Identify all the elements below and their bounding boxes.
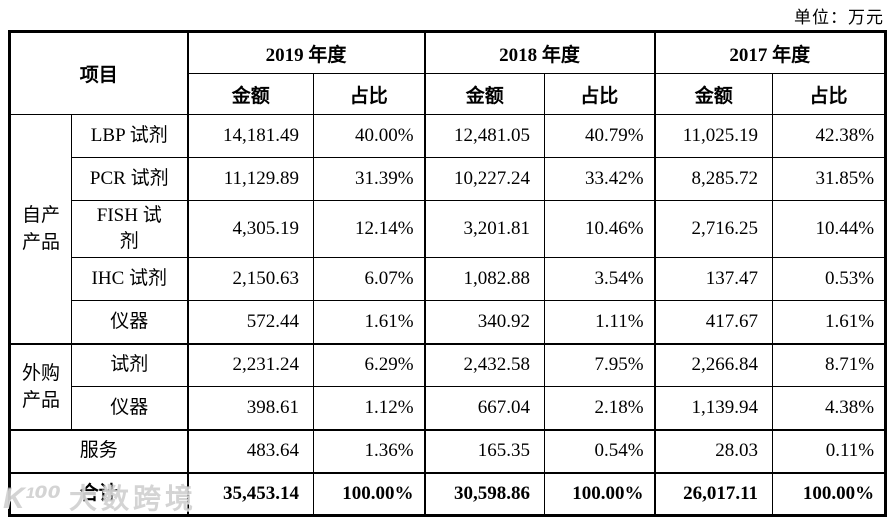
ratio-cell: 1.12% — [313, 386, 426, 430]
amount-cell: 3,201.81 — [423, 200, 546, 258]
header-amount-2019: 金额 — [186, 73, 315, 115]
header-ratio-2018: 占比 — [544, 73, 656, 115]
item-label: LBP 试剂 — [70, 114, 189, 158]
header-row-measures: 金额 占比 金额 占比 金额 占比 — [10, 73, 887, 115]
amount-cell: 667.04 — [423, 386, 546, 430]
amount-cell: 137.47 — [653, 257, 774, 301]
item-label-services: 服务 — [8, 428, 189, 473]
ratio-cell: 42.38% — [772, 114, 887, 158]
item-label: PCR 试剂 — [70, 157, 189, 201]
ratio-cell: 8.71% — [772, 342, 887, 387]
ratio-cell: 6.07% — [313, 257, 426, 301]
amount-cell: 8,285.72 — [653, 157, 774, 201]
amount-cell: 1,082.88 — [423, 257, 546, 301]
ratio-cell: 10.46% — [544, 200, 656, 258]
amount-cell: 11,025.19 — [653, 114, 774, 158]
amount-cell: 26,017.11 — [653, 471, 774, 516]
header-year-2017: 2017 年度 — [653, 31, 887, 74]
amount-cell: 11,129.89 — [186, 157, 315, 201]
ratio-cell: 31.39% — [313, 157, 426, 201]
table-row-total: 合计 35,453.14 100.00% 30,598.86 100.00% 2… — [8, 471, 887, 516]
amount-cell: 4,305.19 — [186, 200, 315, 258]
total-label: 合计 — [8, 471, 189, 516]
ratio-cell: 0.54% — [544, 428, 656, 473]
table-row: IHC 试剂 2,150.63 6.07% 1,082.88 3.54% 137… — [10, 257, 887, 301]
header-project: 项目 — [8, 31, 189, 115]
ratio-cell: 40.79% — [544, 114, 656, 158]
amount-cell: 572.44 — [186, 300, 315, 344]
item-label: 试剂 — [70, 342, 189, 387]
unit-label: 单位：万元 — [794, 8, 884, 27]
ratio-cell: 1.36% — [313, 428, 426, 473]
amount-cell: 2,716.25 — [653, 200, 774, 258]
amount-cell: 2,150.63 — [186, 257, 315, 301]
amount-cell: 35,453.14 — [186, 471, 315, 516]
amount-cell: 417.67 — [653, 300, 774, 344]
ratio-cell: 0.11% — [772, 428, 887, 473]
ratio-cell: 12.14% — [313, 200, 426, 258]
table-row: 仪器 572.44 1.61% 340.92 1.11% 417.67 1.61… — [10, 300, 887, 344]
amount-cell: 340.92 — [423, 300, 546, 344]
amount-cell: 483.64 — [186, 428, 315, 473]
ratio-cell: 1.11% — [544, 300, 656, 344]
header-year-2019: 2019 年度 — [186, 31, 426, 74]
amount-cell: 30,598.86 — [423, 471, 546, 516]
amount-cell: 14,181.49 — [186, 114, 315, 158]
amount-cell: 2,266.84 — [653, 342, 774, 387]
ratio-cell: 0.53% — [772, 257, 887, 301]
ratio-cell: 100.00% — [772, 471, 887, 516]
table-row: PCR 试剂 11,129.89 31.39% 10,227.24 33.42%… — [10, 157, 887, 201]
header-row-years: 项目 2019 年度 2018 年度 2017 年度 — [8, 31, 887, 115]
ratio-cell: 10.44% — [772, 200, 887, 258]
item-label: IHC 试剂 — [70, 257, 189, 301]
group-label-purchased: 外购产品 — [9, 342, 72, 430]
amount-cell: 10,227.24 — [423, 157, 546, 201]
ratio-cell: 4.38% — [772, 386, 887, 430]
ratio-cell: 1.61% — [313, 300, 426, 344]
table-row: 外购产品 试剂 2,231.24 6.29% 2,432.58 7.95% 2,… — [9, 342, 887, 430]
ratio-cell: 2.18% — [544, 386, 656, 430]
header-year-2018: 2018 年度 — [423, 31, 656, 74]
amount-cell: 28.03 — [653, 428, 774, 473]
header-ratio-2017: 占比 — [772, 73, 887, 115]
amount-cell: 12,481.05 — [423, 114, 546, 158]
item-label: 仪器 — [70, 300, 189, 344]
amount-cell: 1,139.94 — [653, 386, 774, 430]
ratio-cell: 40.00% — [313, 114, 426, 158]
item-label: 仪器 — [70, 386, 189, 430]
ratio-cell: 6.29% — [313, 342, 426, 387]
ratio-cell: 100.00% — [313, 471, 426, 516]
ratio-cell: 1.61% — [772, 300, 887, 344]
ratio-cell: 100.00% — [544, 471, 656, 516]
amount-cell: 398.61 — [186, 386, 315, 430]
item-label: FISH 试 剂 — [70, 200, 189, 258]
ratio-cell: 33.42% — [544, 157, 656, 201]
group-label-self-produced: 自产产品 — [9, 114, 72, 344]
ratio-cell: 7.95% — [544, 342, 656, 387]
table-row: 仪器 398.61 1.12% 667.04 2.18% 1,139.94 4.… — [10, 386, 887, 430]
ratio-cell: 31.85% — [772, 157, 887, 201]
header-amount-2017: 金额 — [653, 73, 774, 115]
table-row: 自产产品 LBP 试剂 14,181.49 40.00% 12,481.05 4… — [9, 114, 887, 344]
amount-cell: 2,231.24 — [186, 342, 315, 387]
table-row: 服务 483.64 1.36% 165.35 0.54% 28.03 0.11% — [8, 428, 887, 473]
amount-cell: 165.35 — [423, 428, 546, 473]
ratio-cell: 3.54% — [544, 257, 656, 301]
revenue-breakdown-table: 项目 2019 年度 2018 年度 2017 年度 金额 占比 金额 占比 金… — [8, 30, 888, 517]
amount-cell: 2,432.58 — [423, 342, 546, 387]
header-amount-2018: 金额 — [423, 73, 546, 115]
header-ratio-2019: 占比 — [313, 73, 426, 115]
table-row: FISH 试 剂 4,305.19 12.14% 3,201.81 10.46%… — [10, 200, 887, 258]
